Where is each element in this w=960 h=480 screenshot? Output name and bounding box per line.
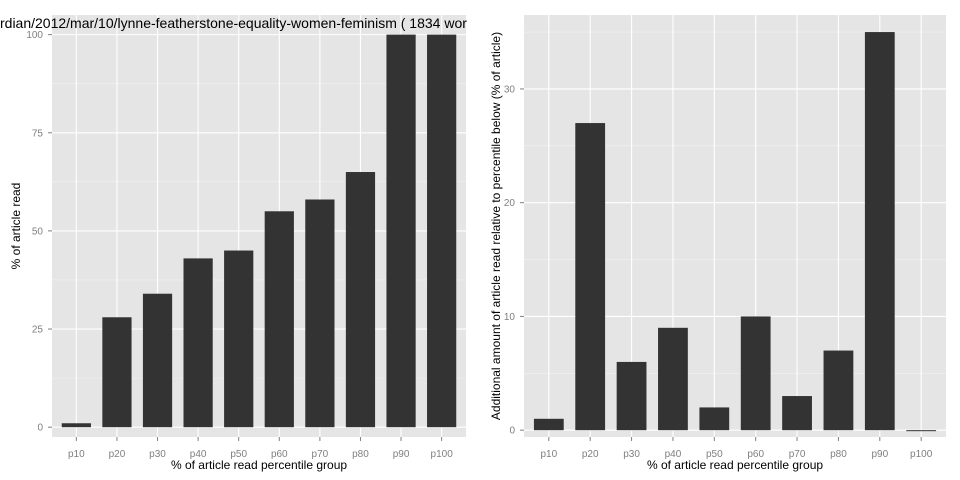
bar-p20 bbox=[575, 123, 606, 431]
right-chart-panel: 0 10 20 30 p10 p20 p30 p40 p50 p60 p70 p80 p90 p100 % … bbox=[489, 15, 946, 472]
bar-p100 bbox=[906, 430, 937, 432]
x-tick-label: p80 bbox=[352, 449, 369, 460]
y-tick-label: 0 bbox=[509, 426, 515, 437]
x-tick-label: p40 bbox=[190, 449, 207, 460]
x-tick-label: p40 bbox=[665, 449, 682, 460]
y-tick-label: 25 bbox=[32, 325, 44, 336]
bar-p70 bbox=[305, 199, 335, 428]
y-tick-label: 50 bbox=[32, 226, 44, 237]
x-tick-label: p70 bbox=[789, 449, 806, 460]
y-tick-label: 30 bbox=[504, 84, 516, 95]
bar-p50 bbox=[699, 407, 730, 431]
bar-p80 bbox=[345, 172, 376, 428]
bar-p20 bbox=[102, 317, 132, 428]
x-tick-label: p20 bbox=[582, 449, 599, 460]
x-tick-label: p60 bbox=[271, 449, 288, 460]
chart-title: rdian/2012/mar/10/lynne-featherstone-equ… bbox=[0, 15, 467, 31]
y-tick-label: 10 bbox=[504, 312, 516, 323]
bar-p50 bbox=[224, 250, 254, 428]
x-tick-label: p100 bbox=[910, 449, 933, 460]
bar-p80 bbox=[823, 350, 854, 431]
left-chart-panel: 0 25 50 75 100 p10 p20 p30 p40 p50 p60 p70 p80 p90 p10… bbox=[9, 15, 466, 472]
bar-p10 bbox=[533, 418, 564, 431]
y-tick-label: 0 bbox=[37, 423, 43, 434]
bar-p100 bbox=[427, 34, 457, 428]
x-tick-label: p50 bbox=[706, 449, 723, 460]
bar-p60 bbox=[740, 316, 771, 431]
bar-p30 bbox=[142, 293, 173, 428]
x-tick-label: p90 bbox=[393, 449, 410, 460]
y-axis-title: % of article read bbox=[9, 183, 23, 270]
bar-p90 bbox=[864, 32, 895, 431]
bar-p30 bbox=[616, 361, 647, 431]
x-tick-label: p50 bbox=[230, 449, 247, 460]
y-tick-label: 75 bbox=[32, 128, 44, 139]
x-tick-label: p70 bbox=[312, 449, 329, 460]
bar-p40 bbox=[183, 258, 213, 428]
x-tick-label: p30 bbox=[149, 449, 166, 460]
x-tick-label: p30 bbox=[623, 449, 640, 460]
bar-p60 bbox=[264, 211, 294, 428]
bar-p90 bbox=[386, 34, 416, 428]
bar-p40 bbox=[658, 327, 688, 431]
x-tick-label: p60 bbox=[747, 449, 764, 460]
x-axis-title: % of article read percentile group bbox=[647, 458, 823, 472]
bar-p70 bbox=[782, 396, 812, 431]
y-tick-label: 100 bbox=[26, 30, 43, 41]
x-tick-label: p80 bbox=[830, 449, 847, 460]
x-tick-label: p90 bbox=[871, 449, 888, 460]
x-tick-label: p10 bbox=[540, 449, 557, 460]
x-tick-label: p20 bbox=[109, 449, 126, 460]
x-axis-title: % of article read percentile group bbox=[171, 458, 347, 472]
bar-p10 bbox=[61, 423, 91, 428]
y-tick-label: 20 bbox=[504, 198, 516, 209]
x-tick-label: p100 bbox=[431, 449, 454, 460]
x-tick-label: p10 bbox=[68, 449, 85, 460]
y-axis-title: Additional amount of article read relati… bbox=[489, 32, 503, 420]
